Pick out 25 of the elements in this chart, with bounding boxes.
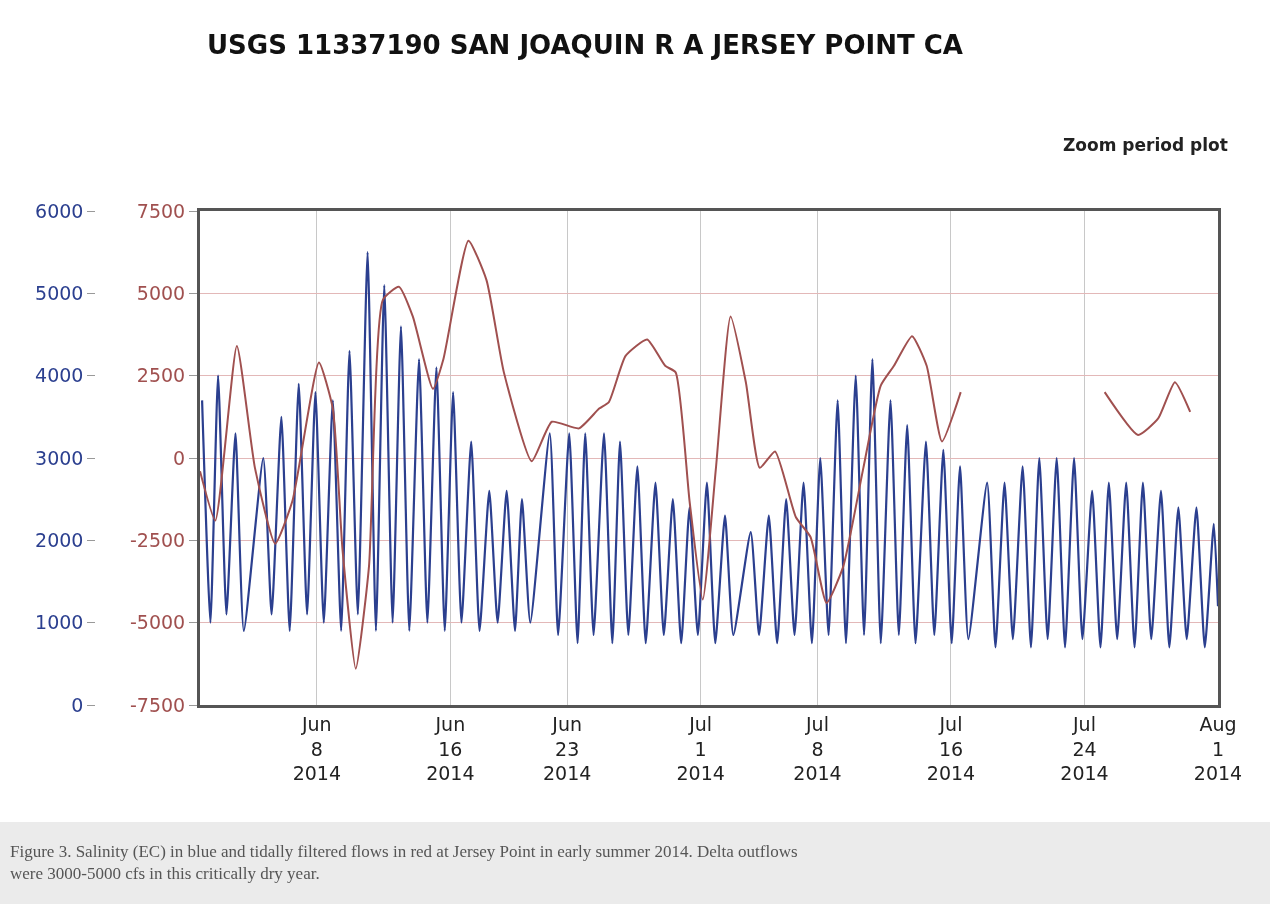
y-tick-label: 6000	[35, 199, 84, 222]
y2-tick-label: 7500	[136, 199, 186, 222]
caption: Figure 3. Salinity (EC) in blue and tidally filtered flows in red at Jersey Point in early summer 2014. Delta outflows were 3000-5000 cfs in this critically dry year.	[10, 842, 798, 884]
y2-tick-label: 5000	[136, 281, 186, 304]
x-tick-label: Jul 24 2014	[1060, 712, 1109, 785]
x-tick-label: Jul 16 2014	[926, 712, 976, 785]
y-tick-label: 4000	[35, 364, 84, 387]
y2-tick-label: -5000	[129, 611, 186, 634]
x-tick-label: Jul 1 2014	[676, 712, 725, 785]
y2-tick-label: -7500	[129, 693, 186, 716]
y-tick-label: 1000	[35, 611, 84, 634]
x-tick-label: Jul 8 2014	[793, 712, 842, 785]
x-tick-label: Aug 1 2014	[1193, 712, 1243, 785]
y2-tick-label: -2500	[129, 528, 186, 551]
x-tick-label: Jun 23 2014	[542, 712, 592, 785]
y-tick-label: 2000	[35, 528, 84, 551]
chart-subtitle: Zoom period plot	[1063, 135, 1228, 155]
x-tick-label: Jun 16 2014	[426, 712, 475, 785]
y2-tick-label: 2500	[136, 364, 186, 387]
x-tick-label: Jun 8 2014	[292, 712, 341, 785]
y-tick-label: 0	[71, 693, 84, 716]
y-tick-label: 5000	[35, 281, 84, 304]
y-tick-label: 3000	[35, 446, 84, 469]
y2-tick-label: 0	[173, 446, 186, 469]
chart-title: USGS 11337190 SAN JOAQUIN R A JERSEY POINT CA	[207, 30, 963, 60]
